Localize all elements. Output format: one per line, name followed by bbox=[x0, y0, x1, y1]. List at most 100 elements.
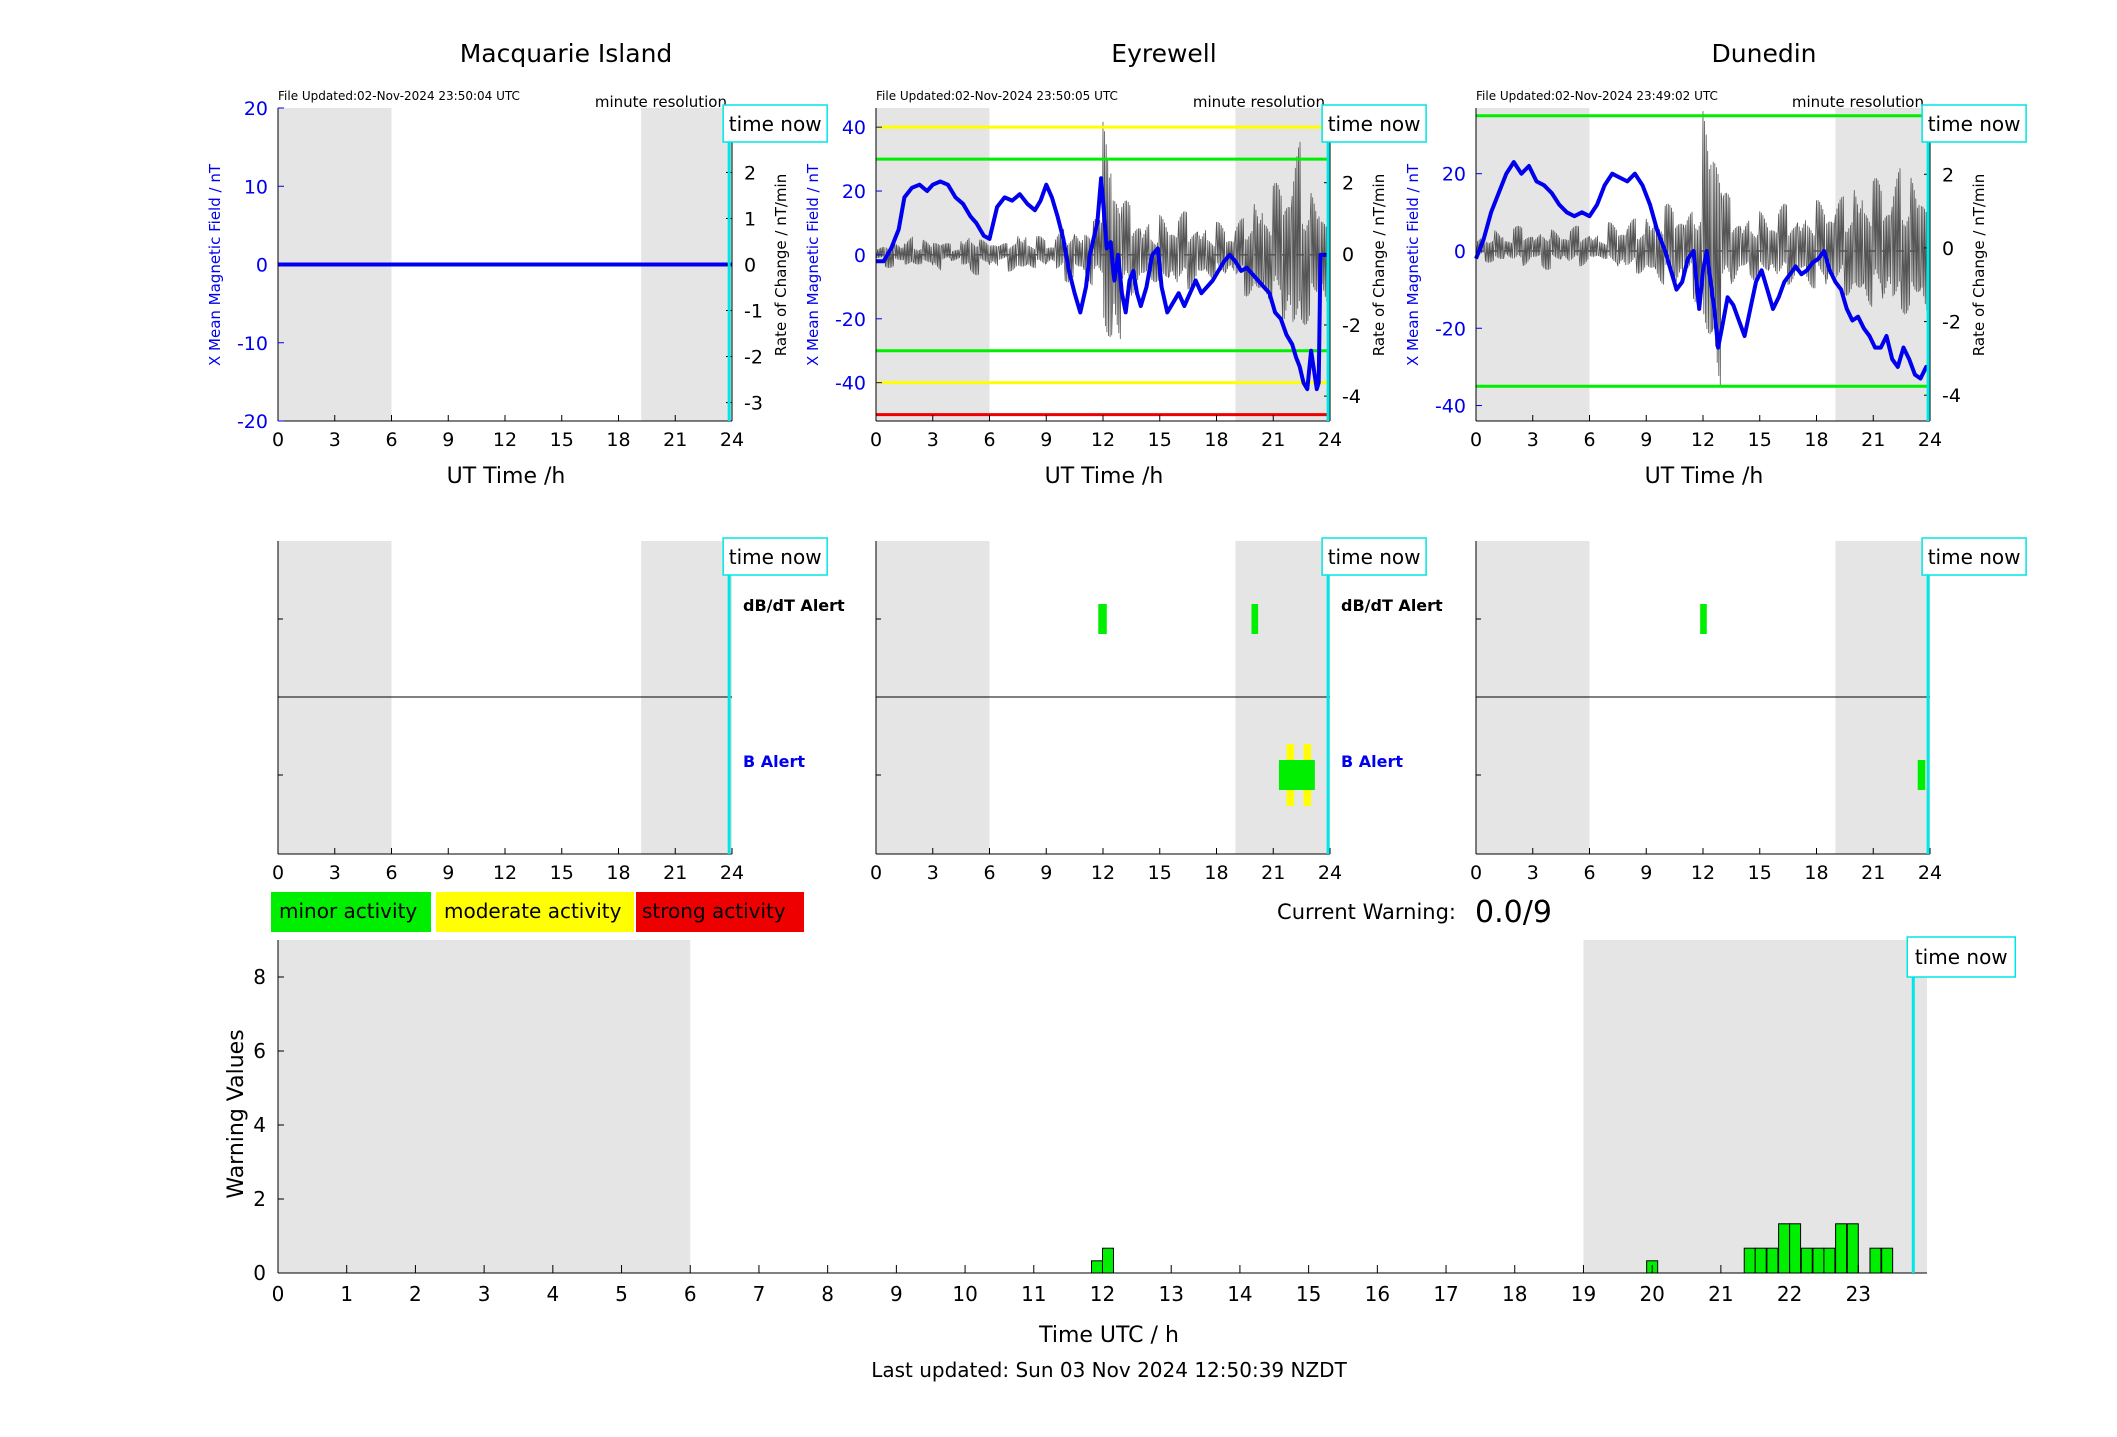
x-tick-label: 21 bbox=[663, 429, 687, 451]
b-alert-bar bbox=[1917, 760, 1926, 790]
legend-moderate-swatch bbox=[436, 892, 634, 932]
y-tick-label: -20 bbox=[237, 411, 268, 433]
x-tick-label: 19 bbox=[1571, 1282, 1596, 1306]
warning-bar bbox=[1743, 1247, 1756, 1274]
station-title: Eyrewell bbox=[1111, 39, 1216, 68]
x-tick-label: 3 bbox=[927, 862, 939, 884]
x-tick-label: 12 bbox=[1691, 429, 1715, 451]
x-tick-label: 6 bbox=[983, 429, 995, 451]
x-tick-label: 22 bbox=[1777, 1282, 1802, 1306]
x-tick-label: 15 bbox=[1748, 862, 1772, 884]
y-tick-label: 40 bbox=[842, 117, 866, 139]
time-now-box bbox=[722, 104, 828, 143]
x-tick-label: 15 bbox=[550, 862, 574, 884]
right-tick-label: -1 bbox=[744, 301, 763, 323]
time-now-box bbox=[1921, 104, 2027, 143]
warning-bar bbox=[1846, 1223, 1859, 1274]
magnetic-field-series bbox=[1474, 160, 1930, 381]
legend-moderate-label: moderate activity bbox=[444, 899, 622, 923]
b-alert-bar bbox=[1278, 760, 1315, 790]
warning-bar bbox=[1823, 1247, 1836, 1274]
x-tick-label: 3 bbox=[478, 1282, 491, 1306]
current-warning: Current Warning: 0.0/9 bbox=[1277, 895, 1552, 930]
x-tick-label: 0 bbox=[1470, 862, 1482, 884]
x-tick-label: 2 bbox=[409, 1282, 422, 1306]
x-tick-label: 11 bbox=[1021, 1282, 1046, 1306]
legend-minor-label: minor activity bbox=[279, 899, 417, 923]
right-tick-label: 2 bbox=[1942, 164, 1954, 186]
x-tick-label: 12 bbox=[493, 862, 517, 884]
warning-bar bbox=[1754, 1247, 1767, 1274]
x-tick-label: 12 bbox=[1691, 862, 1715, 884]
x-tick-label: 9 bbox=[1640, 862, 1652, 884]
b-alert-label: B Alert bbox=[1341, 752, 1403, 771]
y-axis-label: X Mean Magnetic Field / nT bbox=[1404, 163, 1422, 366]
magnetic-field-series bbox=[876, 176, 1330, 392]
current-warning-value: 0.0/9 bbox=[1475, 895, 1552, 930]
x-tick-label: 9 bbox=[890, 1282, 903, 1306]
x-tick-label: 21 bbox=[1861, 862, 1885, 884]
x-tick-label: 4 bbox=[546, 1282, 559, 1306]
b-alert-label: B Alert bbox=[743, 752, 805, 771]
legend-strong-swatch bbox=[636, 892, 804, 932]
right-tick-label: -3 bbox=[744, 393, 763, 415]
x-tick-label: 9 bbox=[442, 862, 454, 884]
file-updated-label: File Updated:02-Nov-2024 23:49:02 UTC bbox=[1476, 89, 1718, 103]
time-now-label: time now bbox=[1328, 112, 1421, 136]
y-tick-label: 2 bbox=[253, 1187, 266, 1211]
x-tick-label: 18 bbox=[1804, 429, 1828, 451]
dbdt-alert-bar bbox=[1098, 604, 1107, 634]
resolution-label: minute resolution bbox=[1792, 93, 1924, 111]
x-tick-label: 0 bbox=[870, 429, 882, 451]
right-tick-label: 2 bbox=[744, 162, 756, 184]
x-tick-label: 6 bbox=[385, 862, 397, 884]
legend-strong-label: strong activity bbox=[642, 899, 786, 923]
x-tick-label: 21 bbox=[1261, 429, 1285, 451]
warning-bar bbox=[1778, 1223, 1791, 1274]
x-tick-label: 0 bbox=[1470, 429, 1482, 451]
x-tick-label: 24 bbox=[1318, 862, 1342, 884]
x-tick-label: 24 bbox=[1918, 862, 1942, 884]
x-tick-label: 20 bbox=[1639, 1282, 1664, 1306]
x-tick-label: 6 bbox=[684, 1282, 697, 1306]
y-tick-label: 0 bbox=[1454, 241, 1466, 263]
warning-bar bbox=[1800, 1247, 1813, 1274]
x-tick-label: 21 bbox=[663, 862, 687, 884]
x-tick-label: 0 bbox=[272, 1282, 285, 1306]
time-now-label: time now bbox=[729, 545, 822, 569]
current-warning-label: Current Warning: bbox=[1277, 900, 1456, 924]
x-axis-label: UT Time /h bbox=[1645, 464, 1764, 489]
x-tick-label: 6 bbox=[1583, 862, 1595, 884]
x-tick-label: 12 bbox=[1091, 429, 1115, 451]
right-tick-label: -4 bbox=[1342, 386, 1361, 408]
station-eyrewell: Eyrewell File Updated:02-Nov-2024 23:50:… bbox=[804, 39, 1443, 884]
x-axis-label: Time UTC / h bbox=[1038, 1323, 1179, 1348]
warning-bar bbox=[1102, 1247, 1114, 1274]
x-tick-label: 18 bbox=[1204, 429, 1228, 451]
time-now-label: time now bbox=[1928, 545, 2021, 569]
y-tick-label: 0 bbox=[256, 255, 268, 277]
x-tick-label: 0 bbox=[272, 429, 284, 451]
right-tick-label: -2 bbox=[1342, 315, 1361, 337]
x-tick-label: 12 bbox=[1091, 862, 1115, 884]
x-tick-label: 23 bbox=[1846, 1282, 1871, 1306]
y-tick-label: 20 bbox=[1442, 164, 1466, 186]
y-tick-label: 0 bbox=[253, 1261, 266, 1285]
time-now-label: time now bbox=[1928, 112, 2021, 136]
warning-chart-labels: Time UTC / h Warning Values Last updated… bbox=[224, 1029, 1348, 1382]
x-tick-label: 18 bbox=[1502, 1282, 1527, 1306]
x-tick-label: 8 bbox=[821, 1282, 834, 1306]
y-axis-label: X Mean Magnetic Field / nT bbox=[804, 163, 822, 366]
x-tick-label: 13 bbox=[1158, 1282, 1183, 1306]
x-tick-label: 0 bbox=[272, 862, 284, 884]
file-updated-label: File Updated:02-Nov-2024 23:50:04 UTC bbox=[278, 89, 520, 103]
night-band bbox=[1583, 940, 1927, 1273]
x-tick-label: 9 bbox=[1040, 862, 1052, 884]
right-tick-label: -2 bbox=[744, 347, 763, 369]
warning-bar bbox=[1881, 1247, 1894, 1274]
y-tick-label: -10 bbox=[237, 333, 268, 355]
x-tick-label: 3 bbox=[1527, 429, 1539, 451]
x-tick-label: 24 bbox=[720, 862, 744, 884]
time-now-box bbox=[722, 537, 828, 576]
time-now-label: time now bbox=[1328, 545, 1421, 569]
